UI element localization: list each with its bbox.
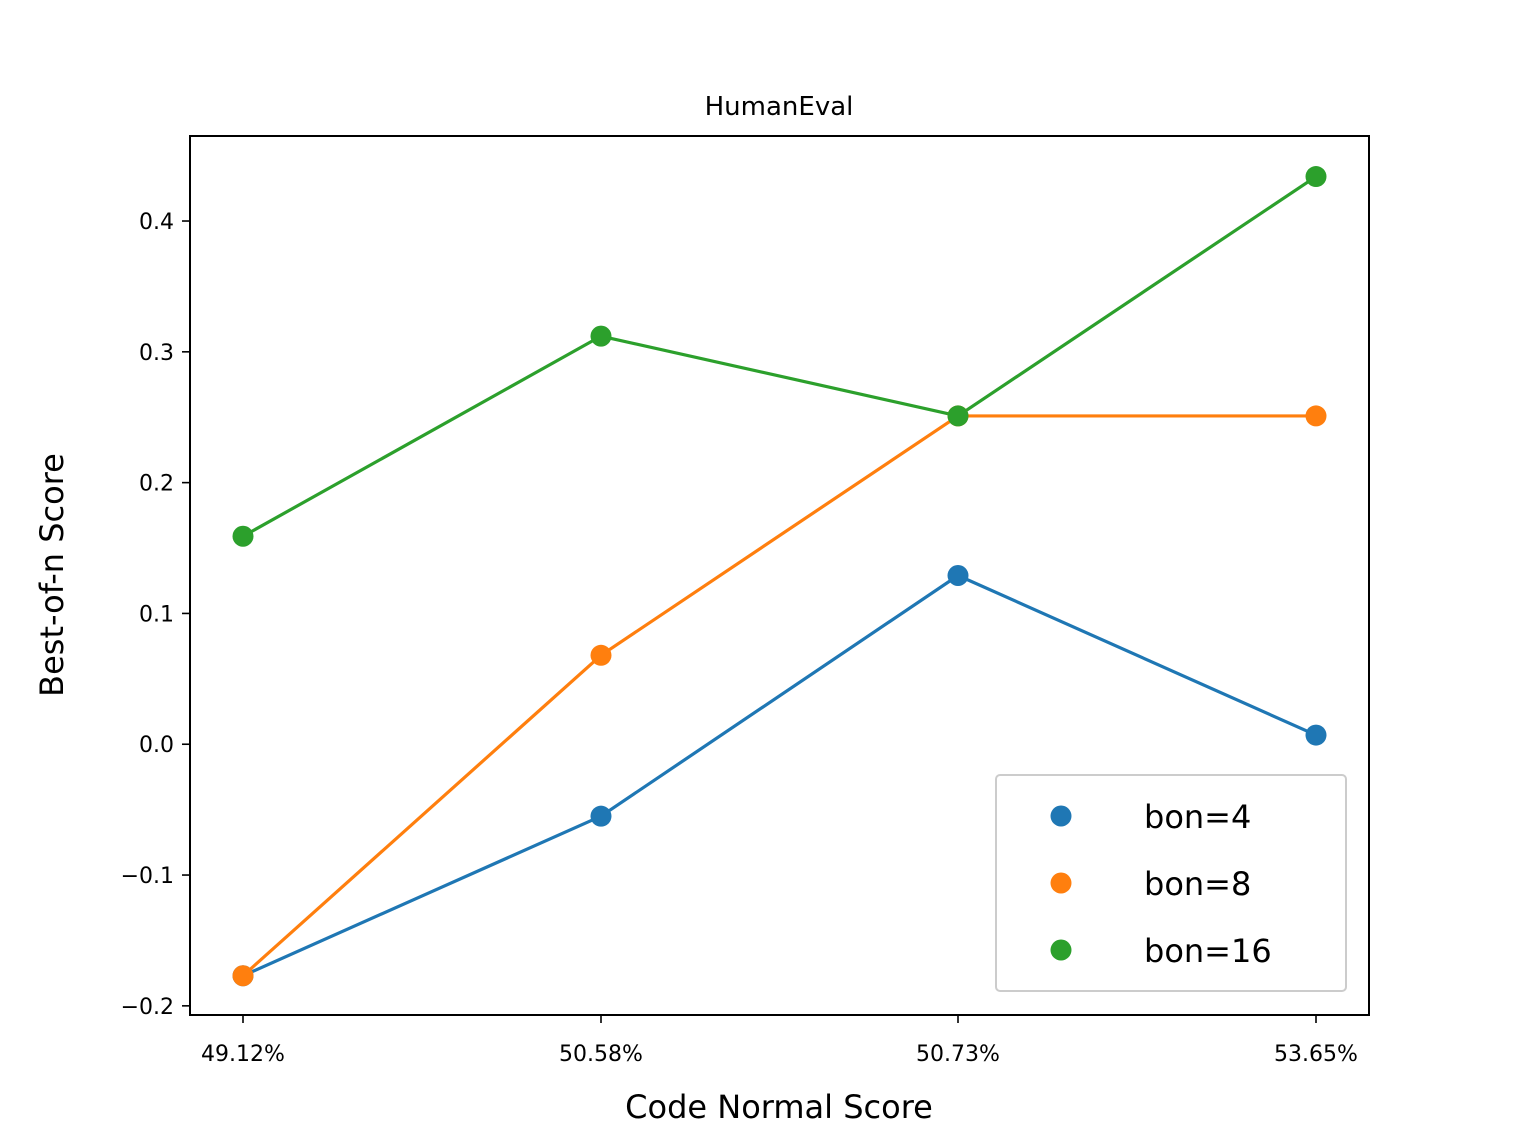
- data-point-bon=16-50.58%: [590, 325, 612, 347]
- y-tick-label: 0.3: [139, 341, 174, 366]
- x-tick-label: 49.12%: [201, 1042, 285, 1067]
- legend-marker-bon=8: [1050, 872, 1072, 894]
- data-point-bon=16-50.73%: [947, 405, 969, 427]
- series-layer: [232, 166, 1327, 987]
- y-tick-label: −0.1: [121, 864, 174, 889]
- legend-label: bon=8: [1144, 865, 1251, 903]
- data-point-bon=16-53.65%: [1305, 166, 1327, 188]
- legend-marker-bon=4: [1050, 805, 1072, 827]
- legend-box: [995, 774, 1347, 992]
- y-tick-label: 0.0: [139, 733, 174, 758]
- series-line-bon=4: [242, 573, 1317, 978]
- chart-title: HumanEval: [705, 92, 854, 122]
- series-line-bon=8: [241, 414, 1316, 977]
- data-point-bon=4-50.73%: [947, 565, 969, 586]
- x-tick-label: 50.58%: [559, 1042, 643, 1067]
- x-axis-label: Code Normal Score: [625, 1088, 933, 1126]
- axes-layer: 49.12% 50.58% 50.73% 53.65% −0.2 −0.1 0.0 0.1 0.…: [121, 210, 1358, 1067]
- plot-frame: [189, 135, 1370, 1016]
- data-point-bon=8-53.65%: [1305, 405, 1327, 427]
- data-point-bon=4-50.58%: [590, 805, 612, 827]
- legend-marker-bon=16: [1050, 939, 1072, 961]
- data-point-bon=8-49.12%: [232, 965, 254, 987]
- y-tick-label: 0.2: [139, 472, 174, 497]
- legend: bon=4 bon=8 bon=16: [995, 774, 1347, 992]
- y-tick-label: 0.4: [139, 210, 174, 235]
- legend-label: bon=4: [1144, 798, 1251, 836]
- x-tick-label: 50.73%: [916, 1042, 1000, 1067]
- data-point-bon=4-53.65%: [1305, 724, 1327, 746]
- y-tick-label: −0.2: [121, 995, 174, 1020]
- data-point-bon=16-49.12%: [232, 525, 254, 547]
- x-tick-label: 53.65%: [1274, 1042, 1358, 1067]
- series-line-bon=16: [242, 175, 1317, 538]
- legend-label: bon=16: [1144, 932, 1272, 970]
- y-tick-label: 0.1: [139, 602, 174, 627]
- y-axis-label: Best-of-n Score: [33, 453, 71, 697]
- data-point-bon=8-50.58%: [590, 644, 612, 666]
